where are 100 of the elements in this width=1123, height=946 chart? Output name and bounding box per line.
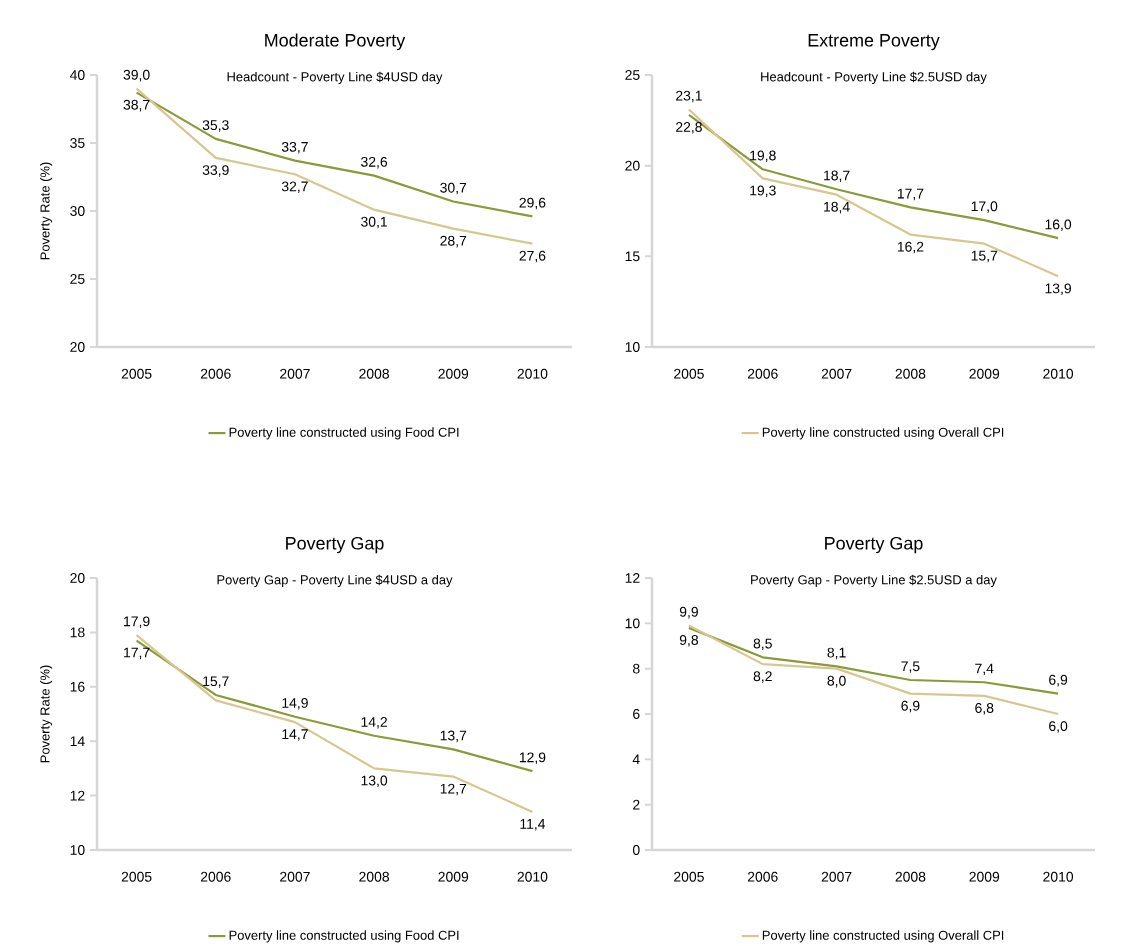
data-label: 30,7 (440, 182, 467, 195)
legend-label: Poverty line constructed using Overall CPI (762, 930, 1004, 943)
y-tick-label: 18 (70, 627, 85, 638)
data-label: 22,8 (676, 122, 702, 134)
chart-subtitle: Poverty Gap - Poverty Line $4USD a day (217, 574, 453, 588)
chart-title: Poverty Gap (825, 537, 923, 554)
y-tick-label: 25 (625, 70, 640, 81)
x-tick-label: 2006 (747, 368, 778, 379)
y-tick-label: 14 (70, 736, 85, 747)
y-tick-label: 20 (625, 160, 640, 171)
x-tick-label: 2010 (517, 368, 548, 379)
data-label: 33,9 (202, 165, 229, 177)
data-label: 19,3 (750, 185, 776, 198)
data-label: 16,0 (1045, 219, 1072, 232)
chart-subtitle: Headcount - Poverty Line $2.5USD day (761, 71, 987, 85)
data-label: 39,0 (123, 69, 150, 82)
y-tick-label: 30 (70, 206, 85, 217)
x-tick-label: 2005 (674, 871, 704, 882)
data-label: 35,3 (202, 120, 229, 132)
y-tick-label: 20 (70, 342, 85, 353)
data-label: 12,9 (519, 752, 546, 764)
chart-subtitle: Headcount - Poverty Line $4USD day (227, 71, 443, 85)
y-axis-title: Poverty Rate (%) (40, 162, 53, 260)
legend-label: Poverty line constructed using Overall CPI (762, 427, 1004, 440)
data-label: 17,7 (124, 647, 150, 660)
x-tick-label: 2009 (438, 368, 469, 379)
y-tick-label: 12 (625, 573, 640, 583)
x-tick-label: 2007 (821, 871, 852, 882)
x-tick-label: 2010 (1043, 368, 1074, 379)
data-label: 18,4 (824, 201, 850, 214)
chart-subtitle: Poverty Gap - Poverty Line $2.5USD a day (751, 574, 997, 588)
data-label: 32,6 (361, 156, 388, 169)
x-tick-label: 2005 (674, 368, 704, 379)
y-tick-label: 2 (633, 799, 640, 810)
y-tick-label: 4 (632, 754, 640, 765)
x-tick-label: 2010 (1043, 871, 1074, 882)
data-label: 8,0 (827, 675, 846, 688)
x-tick-label: 2009 (969, 368, 1000, 379)
data-label: 8,2 (753, 671, 772, 683)
y-tick-label: 8 (633, 663, 640, 674)
x-tick-label: 2008 (895, 368, 926, 379)
x-tick-label: 2006 (200, 871, 231, 882)
data-label: 9,9 (679, 606, 698, 619)
data-label: 6,9 (1049, 674, 1068, 687)
data-label: 17,0 (971, 201, 998, 213)
data-label: 14,7 (282, 729, 308, 741)
data-label: 8,5 (753, 638, 772, 651)
legend-label: Poverty line constructed using Food CPI (229, 930, 459, 943)
data-label: 23,1 (676, 90, 702, 103)
data-label: 28,7 (440, 235, 467, 248)
y-tick-label: 6 (633, 709, 640, 720)
y-tick-label: 20 (70, 573, 85, 584)
data-label: 16,2 (897, 241, 924, 254)
data-label: 29,6 (519, 197, 546, 210)
data-label: 19,8 (750, 150, 776, 163)
y-tick-label: 16 (70, 681, 85, 692)
x-tick-label: 2007 (280, 368, 310, 379)
x-tick-label: 2007 (280, 871, 310, 882)
chart-title: Extreme Poverty (808, 34, 940, 51)
x-tick-label: 2009 (438, 871, 469, 882)
data-label: 15,7 (971, 250, 998, 263)
y-tick-label: 35 (70, 138, 85, 149)
data-label: 15,7 (203, 676, 229, 688)
data-label: 9,8 (679, 635, 699, 647)
data-label: 17,7 (897, 188, 924, 201)
y-tick-label: 10 (625, 618, 640, 629)
data-label: 12,7 (440, 783, 467, 796)
data-label: 14,9 (282, 698, 308, 710)
x-tick-label: 2005 (121, 871, 152, 882)
data-label: 38,7 (123, 99, 150, 112)
x-tick-label: 2010 (517, 871, 548, 882)
x-tick-label: 2006 (747, 871, 778, 882)
data-label: 7,5 (901, 661, 920, 673)
x-tick-label: 2009 (969, 871, 1000, 882)
y-tick-label: 10 (625, 342, 640, 353)
data-label: 13,7 (440, 730, 467, 743)
x-tick-label: 2008 (359, 368, 389, 379)
y-tick-label: 25 (70, 274, 85, 285)
y-tick-label: 15 (625, 251, 640, 262)
y-tick-label: 0 (632, 845, 640, 856)
data-label: 32,7 (281, 181, 308, 194)
data-label: 27,6 (519, 250, 546, 263)
data-label: 18,7 (824, 170, 850, 183)
data-label: 13,0 (361, 775, 388, 788)
data-label: 17,9 (124, 616, 150, 628)
y-tick-label: 40 (69, 70, 85, 81)
y-axis-title: Poverty Rate (%) (40, 665, 53, 763)
data-label: 33,7 (281, 142, 308, 154)
x-tick-label: 2005 (121, 368, 152, 379)
x-tick-label: 2007 (821, 368, 852, 379)
chart-title: Moderate Poverty (265, 33, 406, 51)
x-tick-label: 2006 (200, 368, 231, 379)
data-label: 7,4 (975, 663, 994, 676)
data-label: 6,8 (975, 703, 994, 715)
x-tick-label: 2008 (895, 871, 926, 882)
data-label: 11,4 (520, 819, 546, 831)
x-tick-label: 2008 (359, 871, 389, 882)
data-label: 6,0 (1049, 721, 1068, 733)
chart-title: Poverty Gap (286, 537, 384, 554)
legend-label: Poverty line constructed using Food CPI (229, 427, 459, 440)
